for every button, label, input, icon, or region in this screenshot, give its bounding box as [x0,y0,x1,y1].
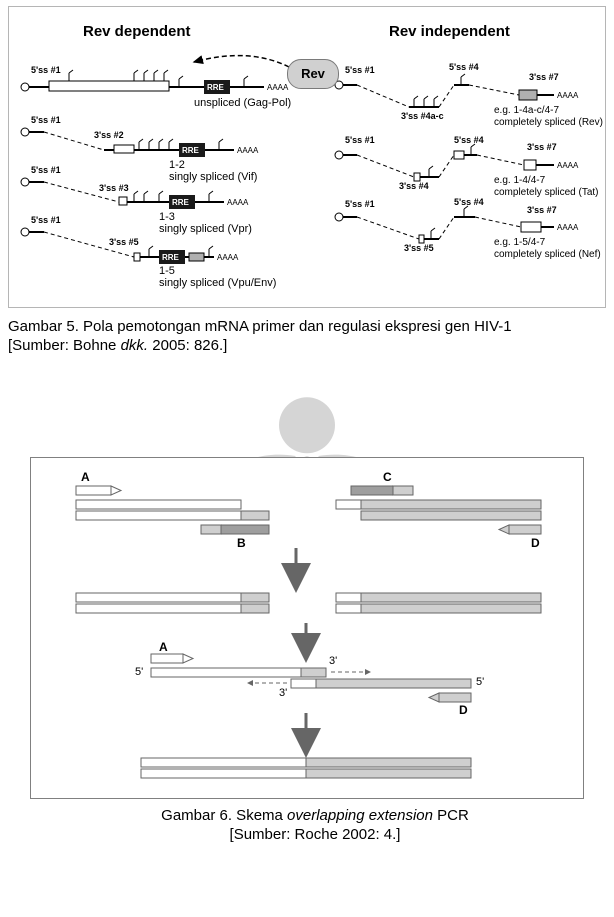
svg-text:RRE: RRE [182,146,200,155]
ss-label: 3'ss #5 [404,243,434,253]
row4-note-top: 1-5 [159,265,175,277]
primer-a-label-2: A [159,640,168,654]
row1r-note-top: e.g. 1-4a-c/4-7 [494,105,559,116]
ss-label: 5'ss #4 [454,135,484,145]
ss-label: 5'ss #1 [31,115,61,125]
ss-label: 5'ss #1 [31,165,61,175]
row2r-note-top: e.g. 1-4/4-7 [494,175,545,186]
ss-label: 5'ss #1 [345,199,375,209]
ss-label: 5'ss #1 [31,215,61,225]
svg-text:RRE: RRE [172,198,190,207]
primer-a-label: A [81,470,90,484]
ss-label: 3'ss #5 [109,237,139,247]
ss-label: 3'ss #4 [399,181,429,191]
figure2-caption: Gambar 6. Skema overlapping extension PC… [8,807,614,824]
row3r-note-top: e.g. 1-5/4-7 [494,237,545,248]
svg-text:AAAA: AAAA [217,253,239,262]
svg-text:RRE: RRE [162,253,180,262]
ss-label: 5'ss #4 [454,197,484,207]
rev-pill: Rev [287,59,339,89]
ss-label: 3'ss #4a-c [401,111,444,121]
ss-label: 3'ss #7 [527,142,557,152]
polya: AAAA [267,83,289,92]
primer-d-label: D [531,536,540,550]
svg-text:AAAA: AAAA [557,91,579,100]
primer-d-label-2: D [459,703,468,717]
row2r-note: completely spliced (Tat) [494,187,598,198]
figure1-caption: Gambar 5. Pola pemotongan mRNA primer da… [8,318,606,335]
ss-label: 3'ss #2 [94,130,124,140]
ss-label: 3'ss #3 [99,183,129,193]
svg-text:AAAA: AAAA [557,223,579,232]
ss-label: 5'ss #1 [345,65,375,75]
row2-note-top: 1-2 [169,159,185,171]
five-prime: 5' [476,676,484,688]
ss-label: 3'ss #7 [527,205,557,215]
row3r-note: completely spliced (Nef) [494,249,601,260]
primer-b-label: B [237,536,246,550]
svg-text:AAAA: AAAA [227,198,249,207]
splicing-diagram: Rev dependent Rev independent [8,6,606,308]
ss-label: 3'ss #7 [529,72,559,82]
ss-label: 5'ss #1 [345,135,375,145]
svg-text:AAAA: AAAA [557,161,579,170]
ss-label: 5'ss #4 [449,62,479,72]
three-prime: 3' [279,687,287,699]
rre-label: RRE [207,83,225,92]
oe-pcr-diagram: A B C D A D 5' 3' 3' 5' [30,457,584,799]
ss-label: 5'ss #1 [31,65,61,75]
row1r-note: completely spliced (Rev) [494,117,603,128]
figure2-source: [Sumber: Roche 2002: 4.] [8,826,614,843]
row3-note: singly spliced (Vpr) [159,223,252,235]
row3-note-top: 1-3 [159,211,175,223]
row1-note: unspliced (Gag-Pol) [194,97,291,109]
row2-note: singly spliced (Vif) [169,171,257,183]
three-prime: 3' [329,655,337,667]
primer-c-label: C [383,470,392,484]
svg-text:AAAA: AAAA [237,146,259,155]
five-prime: 5' [135,666,143,678]
figure1-source: [Sumber: Bohne dkk. 2005: 826.] [8,337,606,354]
row4-note: singly spliced (Vpu/Env) [159,277,276,289]
